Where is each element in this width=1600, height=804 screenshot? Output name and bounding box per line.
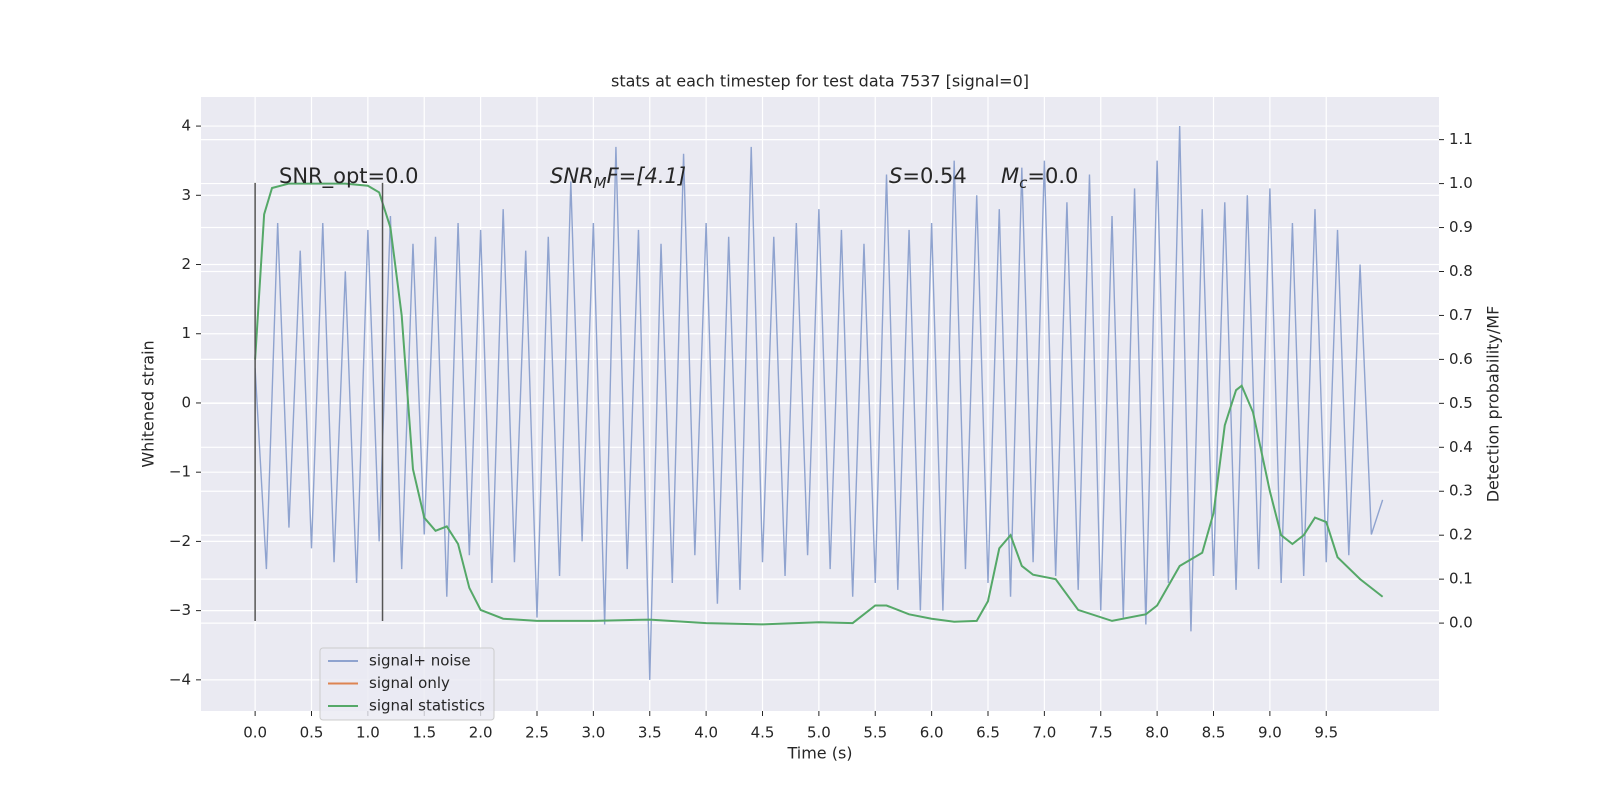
x-tick-label: 1.5 [412, 724, 436, 742]
legend-label: signal+ noise [369, 652, 471, 670]
legend-box [319, 647, 495, 721]
x-tick-label: 5.0 [807, 724, 831, 742]
y2-tick-label: 0.7 [1449, 306, 1473, 324]
y-tick-label: 2 [181, 255, 191, 273]
annotation-sub: c [1019, 174, 1028, 192]
y-tick-label: 3 [181, 186, 191, 204]
x-tick-label: 8.5 [1202, 724, 1226, 742]
y-tick-label: 0 [181, 393, 191, 411]
y2-tick-label: 0.8 [1449, 262, 1473, 280]
y-tick-label: −4 [169, 670, 191, 688]
y-tick-label: −2 [169, 532, 191, 550]
y2-tick-label: 0.6 [1449, 350, 1473, 368]
annotation-rest: =0.0 [1027, 164, 1078, 188]
x-tick-label: 4.5 [751, 724, 775, 742]
annotation-base: SNR [550, 164, 594, 188]
legend-label: signal statistics [369, 697, 485, 715]
y2-tick-label: 0.0 [1449, 614, 1473, 632]
x-tick-label: 6.0 [920, 724, 944, 742]
x-tick-label: 2.0 [469, 724, 493, 742]
annotation-rest: =0.54 [902, 164, 966, 188]
y2-tick-label: 0.4 [1449, 438, 1473, 456]
x-axis-label: Time (s) [786, 744, 852, 763]
y2-tick-label: 0.2 [1449, 526, 1473, 544]
annotation-base: S [889, 164, 902, 188]
x-tick-label: 4.0 [694, 724, 718, 742]
x-tick-label: 7.5 [1089, 724, 1113, 742]
y2-axis-label: Detection probability/MF [1484, 306, 1503, 503]
annotation-text: SNR_opt=0.0 [279, 164, 419, 189]
annotation: S=0.54 [889, 164, 967, 188]
x-tick-label: 9.5 [1314, 724, 1338, 742]
y2-tick-label: 0.9 [1449, 218, 1473, 236]
series-line [254, 126, 1384, 680]
x-tick-label: 1.0 [356, 724, 380, 742]
x-tick-label: 2.5 [525, 724, 549, 742]
y2-tick-label: 1.0 [1449, 174, 1473, 192]
x-tick-label: 8.0 [1145, 724, 1169, 742]
annotation: Mc=0.0 [1001, 164, 1078, 192]
chart-title: stats at each timestep for test data 753… [611, 72, 1029, 91]
y-tick-label: 1 [181, 324, 191, 342]
x-tick-label: 0.0 [243, 724, 267, 742]
annotation-base: M [1001, 164, 1019, 188]
x-tick-label: 0.5 [300, 724, 324, 742]
y2-tick-label: 0.1 [1449, 570, 1473, 588]
legend: signal+ noise signal only signal statistic… [319, 647, 495, 721]
x-tick-label: 7.0 [1032, 724, 1056, 742]
y-axis-label: Whitened strain [139, 340, 158, 467]
annotation-rest: F=[4.1] [607, 164, 686, 188]
x-tick-label: 3.5 [638, 724, 662, 742]
y-tick-label: 4 [181, 117, 191, 135]
annotation: SNR_opt=0.0 [279, 164, 419, 189]
legend-label: signal only [369, 674, 450, 692]
x-tick-label: 3.0 [581, 724, 605, 742]
x-tick-label: 6.5 [976, 724, 1000, 742]
x-tick-label: 9.0 [1258, 724, 1282, 742]
annotation-sub: M [594, 174, 607, 192]
y2-tick-label: 0.5 [1449, 394, 1473, 412]
y-tick-label: −3 [169, 601, 191, 619]
x-tick-label: 5.5 [863, 724, 887, 742]
y2-tick-label: 1.1 [1449, 130, 1473, 148]
y2-tick-label: 0.3 [1449, 482, 1473, 500]
series-line [254, 182, 1384, 626]
annotation: SNRMF=[4.1] [550, 164, 686, 192]
y-tick-label: −1 [169, 463, 191, 481]
